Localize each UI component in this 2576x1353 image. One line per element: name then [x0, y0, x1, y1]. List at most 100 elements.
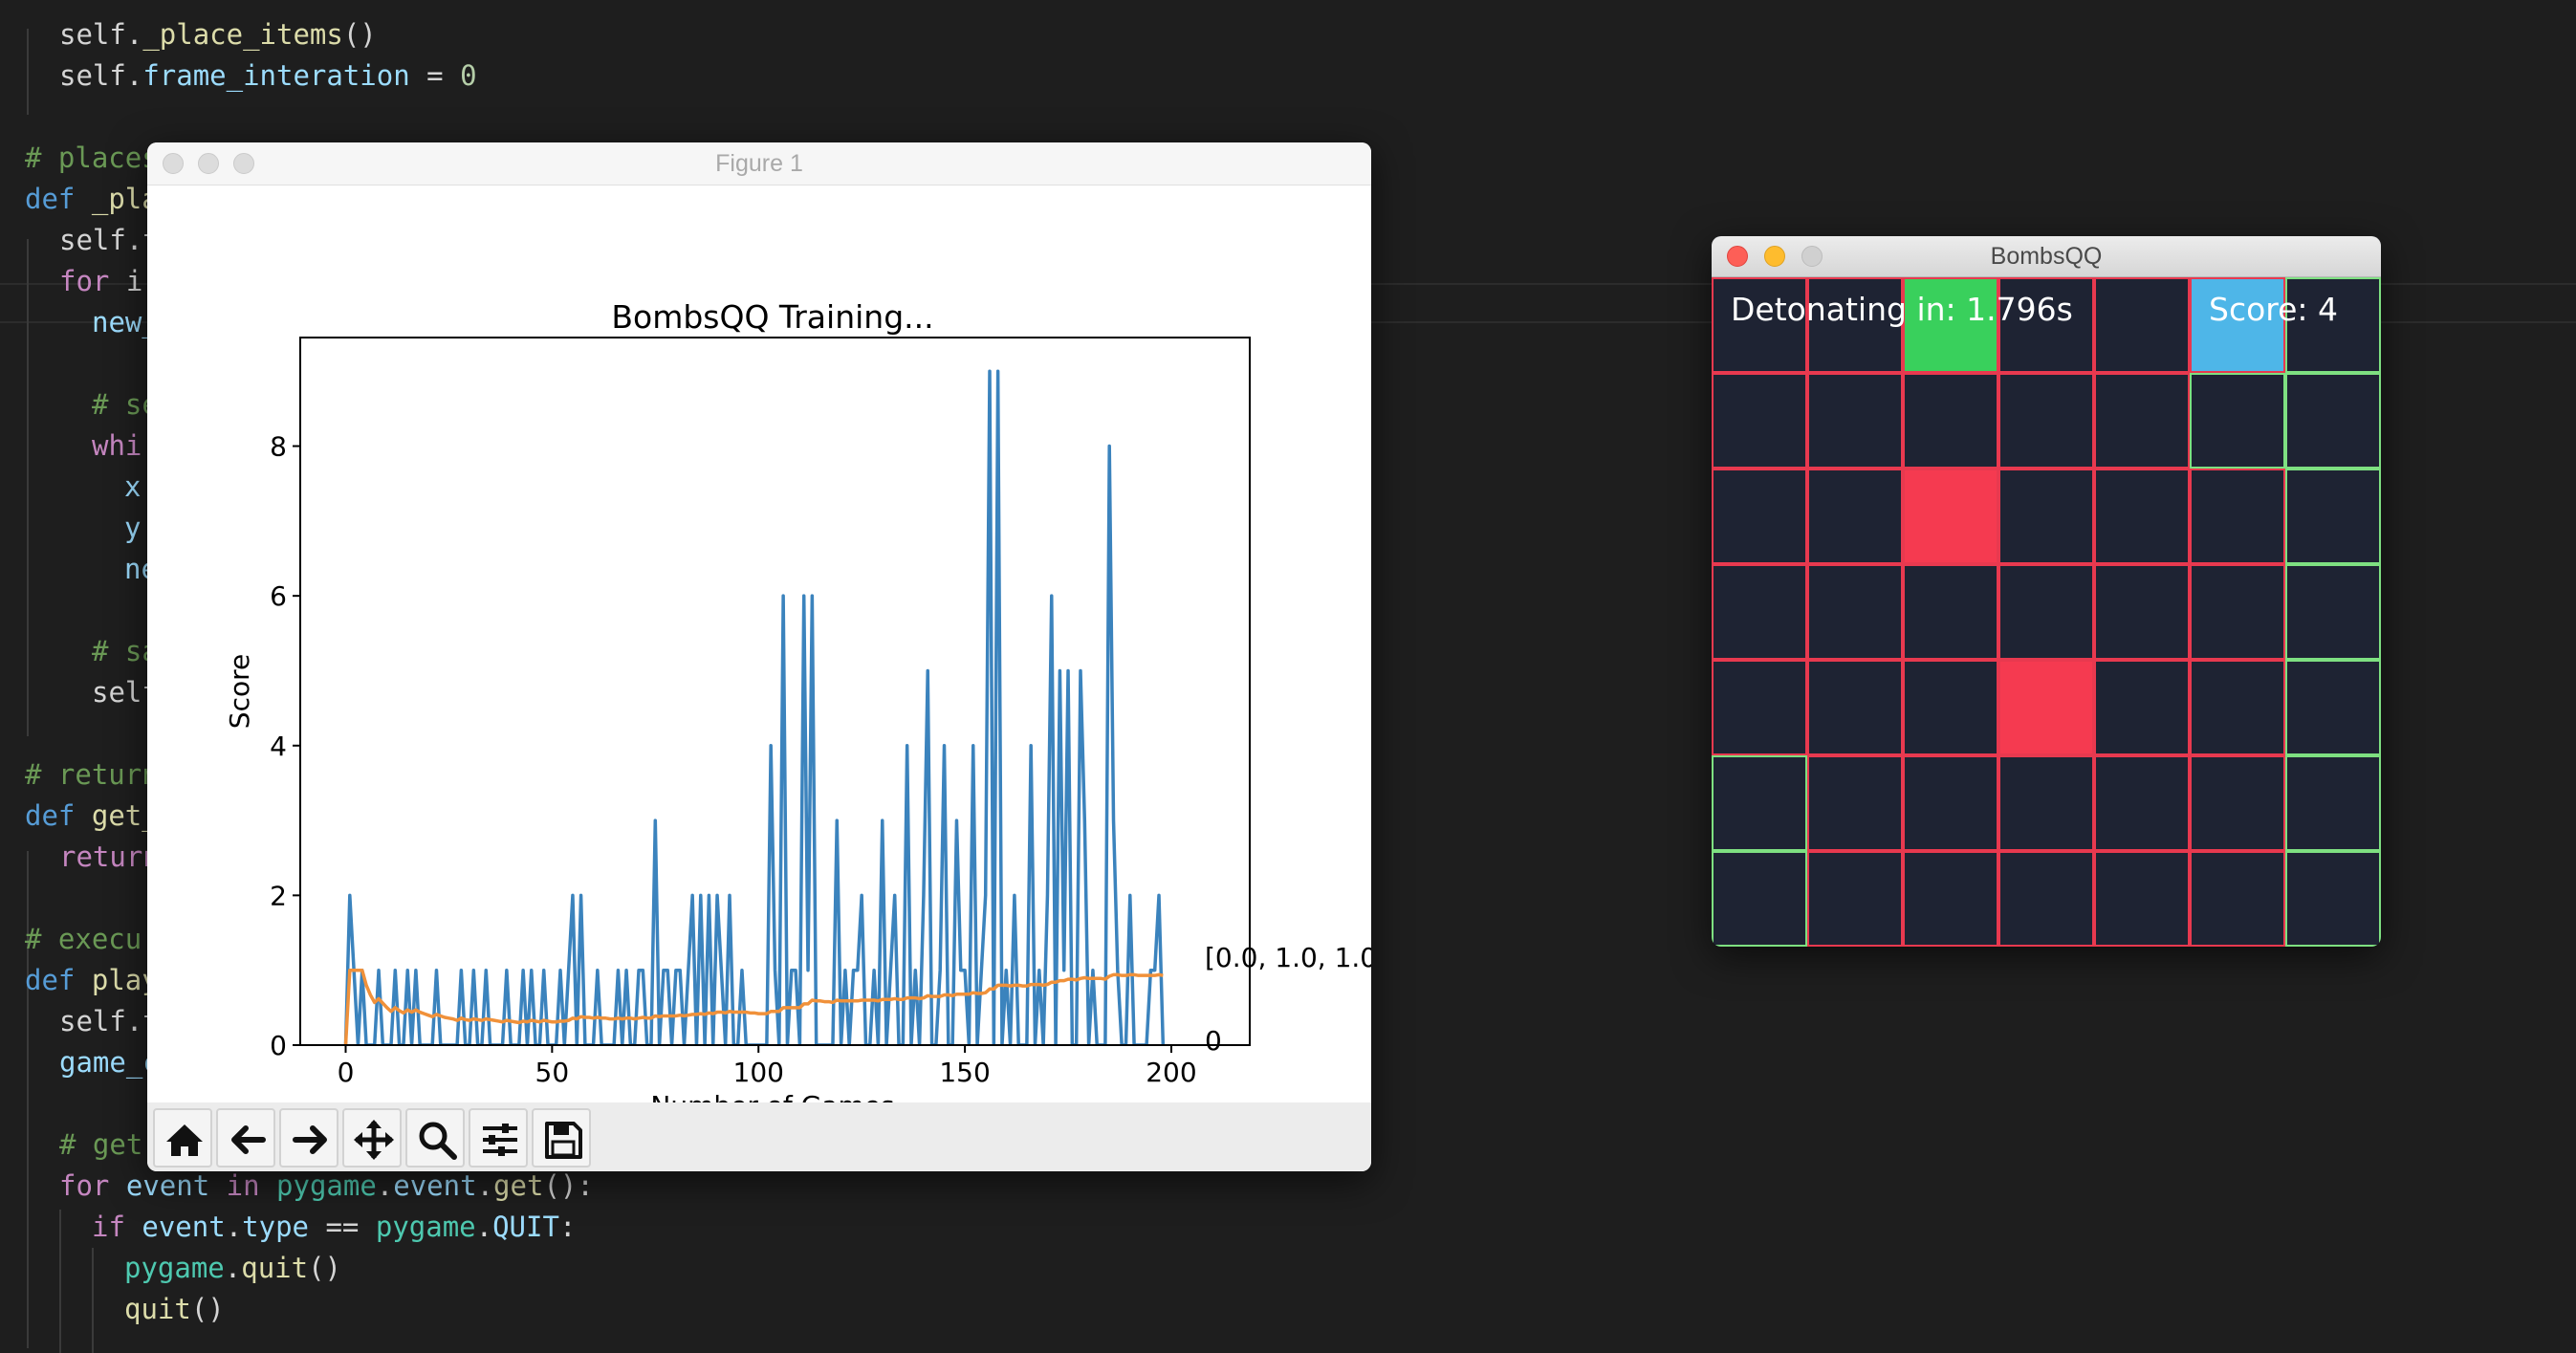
code-line: whi	[92, 426, 142, 465]
code-line: self.frame_interation = 0	[59, 56, 477, 95]
game-titlebar[interactable]: BombsQQ	[1712, 236, 2381, 277]
grid-cell	[2190, 851, 2285, 947]
save-icon	[545, 1122, 582, 1159]
code-line: game_c	[59, 1043, 160, 1081]
code-token: quit	[124, 1293, 191, 1325]
indent-guide	[27, 29, 29, 115]
x-tick-label: 0	[338, 1057, 355, 1088]
close-button[interactable]	[163, 153, 184, 174]
grid-cell	[1903, 851, 1998, 947]
grid-cell	[2094, 277, 2190, 373]
code-token: self	[59, 1005, 126, 1037]
score-series-line	[343, 369, 1166, 1045]
chart-title: BombsQQ Training...	[611, 298, 933, 336]
last-mean-annotation: [0.0, 1.0, 1.0	[1205, 942, 1371, 973]
grid-cell	[1998, 564, 2094, 660]
code-line: # places	[25, 139, 159, 177]
home-button[interactable]	[153, 1108, 212, 1168]
mean-score-series-line	[343, 968, 1164, 1045]
code-token: 0	[460, 59, 477, 92]
code-line: for i	[59, 262, 142, 300]
forward-arrow-icon	[293, 1125, 327, 1154]
configure-subplots-button[interactable]	[469, 1108, 528, 1168]
back-arrow-icon	[231, 1125, 266, 1154]
grid-cell	[1807, 469, 1903, 564]
code-token: i	[109, 265, 143, 297]
code-token: event	[125, 1169, 210, 1202]
plot-frame	[299, 337, 1251, 1046]
code-token: # places	[25, 142, 159, 174]
code-token: =	[409, 59, 461, 92]
game-window-title: BombsQQ	[1990, 243, 2103, 270]
y-tick-label: 8	[270, 431, 287, 463]
code-token: def	[25, 799, 76, 832]
zoom-to-rect-button[interactable]	[405, 1108, 465, 1168]
goal-cell	[1903, 277, 1998, 373]
code-token	[75, 964, 91, 996]
figure-titlebar[interactable]: Figure 1	[147, 142, 1371, 185]
grid-cell	[2094, 660, 2190, 755]
grid-cell	[1903, 564, 1998, 660]
grid-cell	[2094, 469, 2190, 564]
code-token: ()	[342, 18, 377, 51]
code-token: .	[224, 1252, 242, 1284]
grid-cell	[2285, 373, 2381, 469]
y-tick-label: 2	[270, 880, 287, 911]
grid-cell	[2285, 660, 2381, 755]
zoom-button[interactable]	[233, 153, 254, 174]
code-token: in	[226, 1169, 260, 1202]
minimize-button[interactable]	[198, 153, 219, 174]
code-token	[125, 1211, 142, 1243]
code-line: self.t	[59, 1002, 160, 1040]
x-tick-label: 200	[1146, 1057, 1196, 1088]
code-token: :	[558, 1211, 577, 1243]
code-token: .	[125, 18, 143, 51]
forward-button[interactable]	[279, 1108, 338, 1168]
back-button[interactable]	[216, 1108, 275, 1168]
figure-window-title: Figure 1	[715, 150, 803, 177]
code-line: def get_	[25, 797, 159, 835]
score-display: Score: 4	[2209, 291, 2339, 328]
grid-cell	[1712, 851, 1807, 947]
pan-button[interactable]	[342, 1108, 402, 1168]
code-token	[109, 1169, 125, 1202]
code-token: for	[59, 265, 110, 297]
game-board[interactable]: Detonating in: 1.796s Score: 4	[1712, 277, 2381, 947]
grid-cell	[2190, 564, 2285, 660]
code-token: whi	[92, 429, 142, 462]
code-line: self.t	[59, 221, 160, 259]
code-token: if	[92, 1211, 125, 1243]
detonation-timer: Detonating in: 1.796s	[1731, 291, 2073, 328]
y-tick-label: 0	[270, 1030, 287, 1061]
code-token: .	[125, 59, 143, 92]
x-axis-label: Number of Games	[650, 1090, 894, 1102]
code-token: pygame	[124, 1252, 225, 1284]
grid-cell	[1998, 469, 2094, 564]
figure-toolbar	[147, 1102, 1371, 1171]
code-token: event	[142, 1211, 226, 1243]
grid-cell	[1712, 469, 1807, 564]
grid-cell	[1998, 373, 2094, 469]
pan-icon	[354, 1120, 394, 1160]
grid-cell	[2190, 660, 2285, 755]
close-button[interactable]	[1727, 246, 1748, 267]
grid-cell	[2285, 851, 2381, 947]
save-figure-button[interactable]	[532, 1108, 591, 1168]
y-tick-label: 4	[270, 731, 287, 762]
grid-cell	[1807, 277, 1903, 373]
code-token: ==	[309, 1211, 376, 1243]
grid-cell	[1903, 373, 1998, 469]
code-line: for event in pygame.event.get():	[59, 1167, 594, 1205]
code-line: def _pla	[25, 180, 159, 218]
code-token: event	[393, 1169, 477, 1202]
code-line: if event.type == pygame.QUIT:	[92, 1208, 576, 1246]
zoom-button[interactable]	[1801, 246, 1823, 267]
code-line: x	[124, 468, 141, 506]
code-line: quit()	[124, 1290, 225, 1328]
figure-window[interactable]: Figure 1 BombsQQ Training... 0 2 4 6 8 0 50 10…	[147, 142, 1371, 1171]
minimize-button[interactable]	[1764, 246, 1785, 267]
grid-cell	[1903, 660, 1998, 755]
game-window[interactable]: BombsQQ Detonating in: 1.796s Score: 4	[1712, 236, 2381, 947]
code-token: get	[493, 1169, 544, 1202]
